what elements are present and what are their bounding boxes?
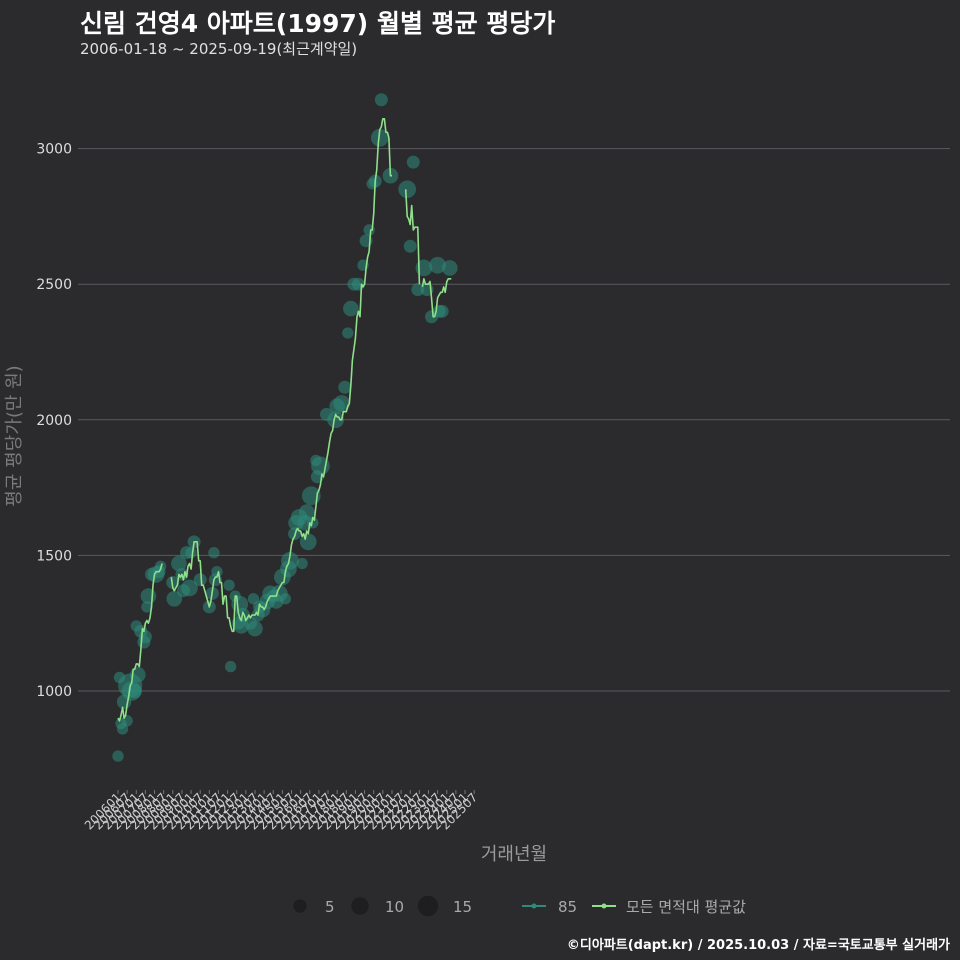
scatter-point	[333, 395, 351, 412]
x-axis-label: 거래년월	[481, 844, 547, 865]
scatter-point	[127, 683, 142, 699]
scatter-point	[279, 593, 292, 605]
scatter-point	[327, 411, 345, 429]
scatter-point	[223, 579, 235, 591]
scatter-point	[398, 180, 417, 199]
legend-size-5	[293, 899, 307, 913]
scatter-point	[140, 588, 157, 604]
scatter-point	[370, 128, 389, 147]
average-line-segment	[421, 278, 452, 318]
scatter-point	[429, 256, 446, 274]
scatter-point	[193, 573, 207, 587]
scatter-point	[166, 590, 183, 607]
legend-size-10	[351, 897, 369, 915]
legend-size-label: 5	[325, 898, 335, 916]
scatter-point	[224, 660, 237, 673]
scatter-point	[211, 565, 223, 578]
scatter-point	[171, 555, 187, 572]
scatter-point	[208, 547, 220, 559]
average-line-segment	[404, 189, 421, 285]
scatter-point	[342, 327, 354, 339]
y-tick-label: 2000	[36, 413, 72, 429]
scatter-point	[141, 601, 153, 613]
average-line-segment	[170, 118, 392, 633]
y-axis-label: 평균 평당가(만 원)	[4, 365, 25, 506]
y-tick-label: 1500	[36, 548, 72, 564]
legend-size-15	[417, 895, 439, 917]
legend-size-label: 15	[453, 898, 472, 916]
legend-average-dot	[601, 903, 607, 909]
scatter-point	[411, 283, 425, 297]
y-tick-label: 2500	[36, 277, 72, 293]
scatter-point	[298, 504, 315, 520]
y-tick-labels: 1000 1500 2000 2500 3000	[36, 142, 72, 700]
scatter-point	[403, 239, 417, 253]
footer-credit: ©디아파트(dapt.kr) / 2025.10.03 / 자료=국토교통부 실…	[566, 938, 950, 953]
scatter-point	[185, 547, 197, 559]
legend-size-label: 10	[385, 898, 404, 916]
legend-85-label: 85	[558, 898, 577, 916]
scatter-point	[406, 155, 420, 169]
scatter-point	[181, 579, 198, 597]
scatter-point	[129, 666, 146, 683]
legend-average-label: 모든 면적대 평균값	[626, 898, 746, 916]
scatter-point	[296, 557, 308, 570]
y-tick-label: 3000	[36, 142, 72, 158]
grid-lines	[78, 148, 950, 692]
average-line	[117, 118, 452, 722]
x-tick-labels: 2006012006072007012007072008012008072009…	[82, 790, 480, 833]
scatter-point	[435, 304, 449, 318]
scatter-point	[343, 300, 359, 317]
chart-title: 신림 건영4 아파트(1997) 월별 평균 평당가	[80, 9, 556, 38]
scatter-point	[281, 551, 299, 570]
scatter-point	[112, 750, 124, 762]
scatter-point	[351, 277, 365, 291]
average-line-segment	[117, 563, 163, 722]
legend-85-dot	[531, 903, 537, 909]
y-tick-label: 1000	[36, 684, 72, 700]
scatter-point	[247, 620, 263, 637]
scatter-point	[374, 93, 388, 107]
scatter-point	[338, 380, 352, 394]
chart-subtitle: 2006-01-18 ~ 2025-09-19(최근계약일)	[80, 40, 358, 58]
scatter-point	[441, 260, 458, 276]
legend: 5 10 15 85 모든 면적대 평균값	[293, 895, 746, 917]
